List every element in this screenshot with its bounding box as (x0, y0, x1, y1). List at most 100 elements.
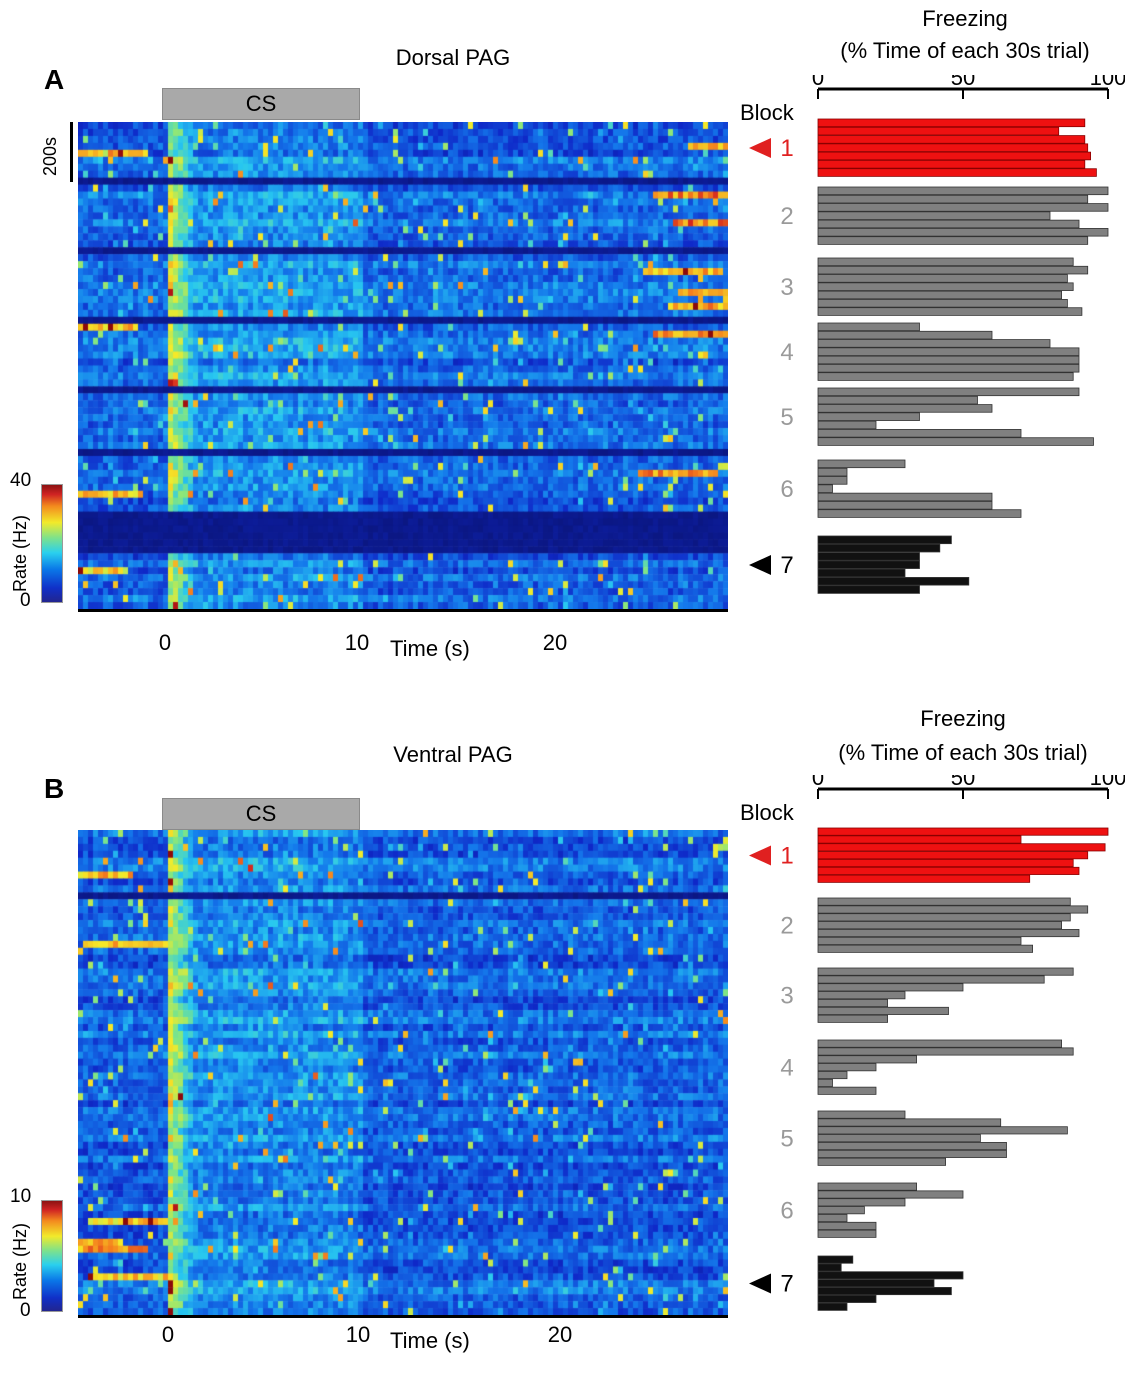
freezing-bar (817, 257, 1074, 267)
freezing-tick-label: 50 (951, 75, 975, 90)
freezing-bar (817, 929, 1080, 938)
colorbar-label: Rate (Hz) (10, 1222, 30, 1300)
x-tick: 10 (344, 630, 370, 655)
x-tick: 20 (547, 1322, 573, 1347)
freezing-bar (817, 347, 1080, 356)
x-axis-label: Time (s) (390, 1328, 470, 1353)
block-label: 3 (780, 983, 793, 1010)
block-label: 1 (780, 135, 793, 162)
freezing-bar (817, 265, 1089, 275)
freezing-bar (817, 1198, 906, 1207)
freezing-bar (817, 1190, 964, 1199)
panel-title: Dorsal PAG (395, 45, 511, 70)
freezing-tick-label: 0 (812, 775, 824, 790)
block-label: 4 (780, 339, 793, 366)
raster-heatmap (78, 122, 728, 609)
freezing-chart: 0 50 100 Block 1 2 3 4 5 6 7 (740, 775, 1125, 1311)
block-label: 4 (780, 1055, 793, 1082)
cs-bar: CS (162, 88, 360, 120)
freezing-bar (817, 1006, 949, 1015)
panel-letter: A (44, 64, 65, 95)
freezing-bar (817, 236, 1089, 245)
freezing-bar (817, 126, 1060, 136)
freezing-bar (817, 282, 1074, 291)
freezing-tick-label: 50 (951, 775, 975, 790)
block-label: 6 (780, 1198, 793, 1225)
colorbar-max: 40 (10, 470, 32, 491)
freezing-bar (817, 851, 1089, 860)
freezing-bar (817, 355, 1080, 365)
freezing-bar (817, 186, 1109, 196)
freezing-bar (817, 843, 1106, 852)
cs-bar: CS (162, 798, 360, 830)
freezing-subtitle: (% Time of each 30s trial) (840, 38, 1090, 63)
scale-bar-label: 200s (40, 136, 60, 176)
block-arrow-icon (749, 138, 771, 158)
freezing-bar (817, 459, 906, 469)
freezing-bar (817, 290, 1063, 300)
freezing-bar (817, 874, 1031, 883)
freezing-bar (817, 1157, 946, 1166)
freezing-bar (817, 420, 877, 430)
freezing-tick-label: 0 (812, 75, 824, 90)
freezing-bar (817, 1063, 877, 1072)
colorbar (41, 484, 63, 603)
freezing-bar (817, 1118, 1002, 1127)
freezing-bar (817, 299, 1068, 308)
colorbar-max: 10 (10, 1186, 32, 1207)
freezing-bar (817, 1047, 1074, 1056)
freezing-bar (817, 1086, 877, 1095)
freezing-bar (817, 1126, 1068, 1135)
freezing-bar (817, 364, 1080, 373)
freezing-bar (817, 307, 1083, 316)
freezing-bar (817, 492, 993, 502)
freezing-bar (817, 936, 1022, 945)
freezing-bar (817, 585, 920, 594)
colorbar (41, 1200, 63, 1312)
block-label: 7 (780, 1271, 793, 1298)
freezing-bar (817, 1221, 877, 1230)
freezing-bar (817, 1134, 981, 1143)
freezing-bar (817, 395, 978, 405)
block-arrow-icon (749, 555, 771, 575)
freezing-bar (817, 535, 952, 545)
freezing-bar (817, 913, 1071, 922)
freezing-bar (817, 1229, 877, 1238)
freezing-bar (817, 967, 1074, 976)
freezing-bar (817, 1271, 964, 1280)
freezing-bar (817, 387, 1080, 397)
freezing-bar (817, 211, 1051, 220)
freezing-bar (817, 999, 888, 1008)
freezing-bar (817, 568, 906, 578)
block-label: 5 (780, 1126, 793, 1153)
freezing-bar (817, 897, 1071, 906)
freezing-bar (817, 467, 848, 477)
freezing-bar (817, 1255, 854, 1264)
freezing-bar (817, 1214, 848, 1223)
block-label: 7 (780, 552, 793, 579)
freezing-bar (817, 543, 941, 553)
freezing-bar (817, 372, 1074, 381)
block-arrow-icon (749, 845, 771, 866)
x-tick: 20 (542, 630, 568, 655)
freezing-bar (817, 1078, 833, 1087)
freezing-bar (817, 219, 1080, 229)
block-word: Block (740, 800, 795, 825)
block-label: 6 (780, 476, 793, 503)
raster-heatmap (78, 830, 728, 1315)
panel-letter: B (44, 773, 65, 804)
freezing-bar (817, 194, 1089, 204)
freezing-bar (817, 577, 970, 586)
freezing-bar (817, 135, 1086, 144)
freezing-bar (817, 1110, 906, 1119)
panel-title: Ventral PAG (393, 742, 513, 767)
freezing-bar (817, 827, 1109, 836)
freezing-bar (817, 944, 1034, 953)
x-axis-line (78, 1315, 728, 1318)
block-label: 3 (780, 274, 793, 301)
freezing-bar (817, 339, 1051, 348)
freezing-subtitle: (% Time of each 30s trial) (838, 740, 1088, 765)
x-tick: 0 (158, 630, 172, 655)
freezing-bar (817, 203, 1109, 212)
freezing-tick-label: 100 (1090, 75, 1125, 90)
